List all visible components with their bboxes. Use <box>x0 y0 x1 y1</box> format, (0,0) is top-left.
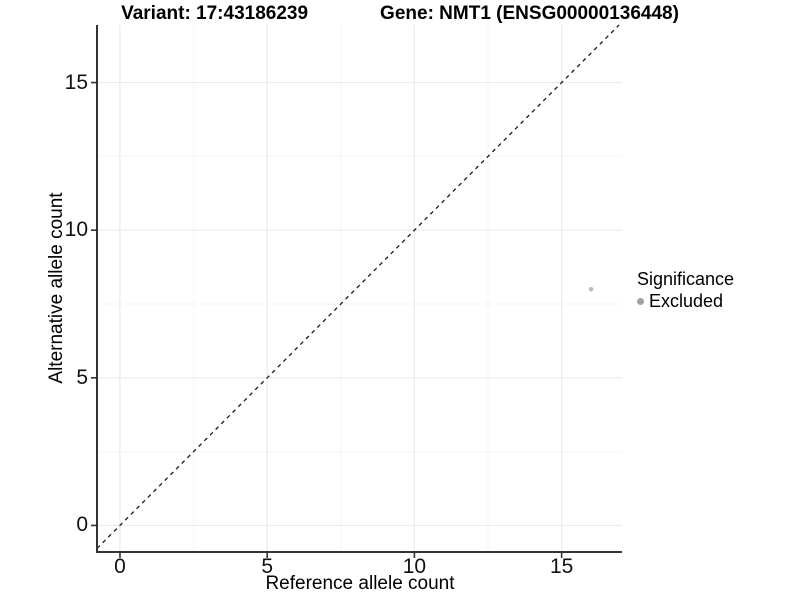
y-tick-label: 10 <box>64 218 88 242</box>
identity-line <box>96 24 620 549</box>
x-tick-label: 5 <box>261 555 274 578</box>
y-axis-title: Alternative allele count <box>46 192 67 384</box>
y-tick-label: 15 <box>64 70 88 94</box>
legend-title: Significance <box>637 269 735 289</box>
legend-entry-label: Excluded <box>649 291 724 311</box>
x-tick-label: 10 <box>402 555 427 578</box>
legend-key-dot-icon <box>637 297 644 305</box>
legend: Significance Excluded <box>637 269 734 311</box>
data-point <box>588 287 594 292</box>
y-tick-label: 5 <box>76 365 88 389</box>
gene-title: Gene: NMT1 (ENSG00000136448) <box>380 3 679 24</box>
legend-entries: Excluded <box>637 291 734 311</box>
x-axis-title: Reference allele count <box>265 573 455 594</box>
y-tick-label: 0 <box>76 513 88 537</box>
plot-title: Variant: 17:43186239 Gene: NMT1 (ENSG000… <box>0 3 800 25</box>
x-tick-label: 15 <box>549 555 574 578</box>
x-tick-label: 0 <box>114 555 126 578</box>
variant-title: Variant: 17:43186239 <box>121 3 309 24</box>
legend-entry: Excluded <box>637 291 734 311</box>
